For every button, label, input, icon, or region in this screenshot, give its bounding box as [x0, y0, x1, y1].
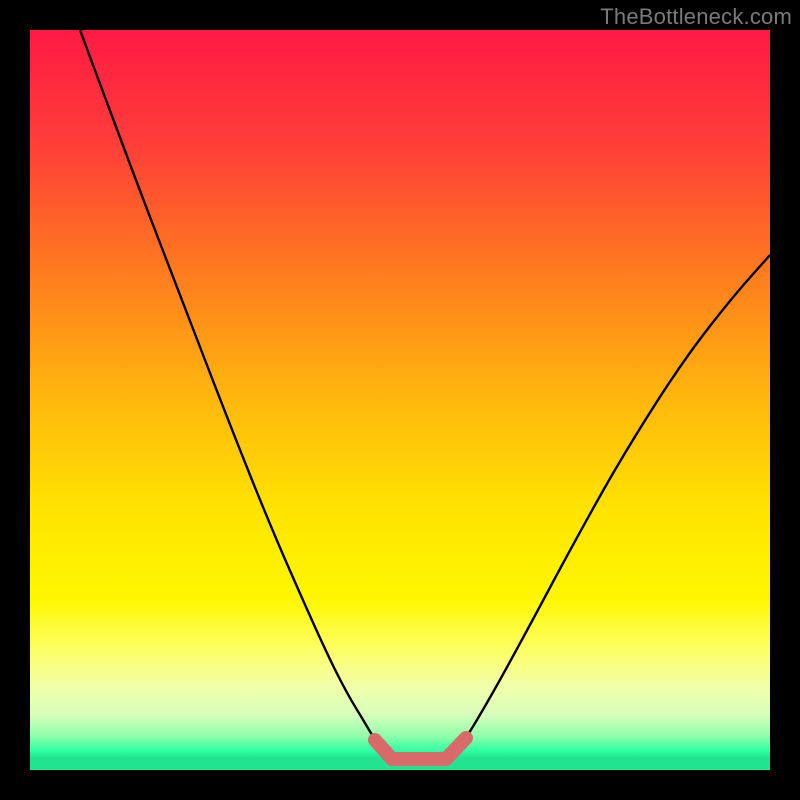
- curve-line: [80, 30, 770, 761]
- plot-area: [30, 30, 770, 770]
- attribution-text: TheBottleneck.com: [600, 4, 792, 30]
- highlight-segment: [446, 738, 466, 759]
- bottleneck-curve: [30, 30, 770, 770]
- root: TheBottleneck.com: [0, 0, 800, 800]
